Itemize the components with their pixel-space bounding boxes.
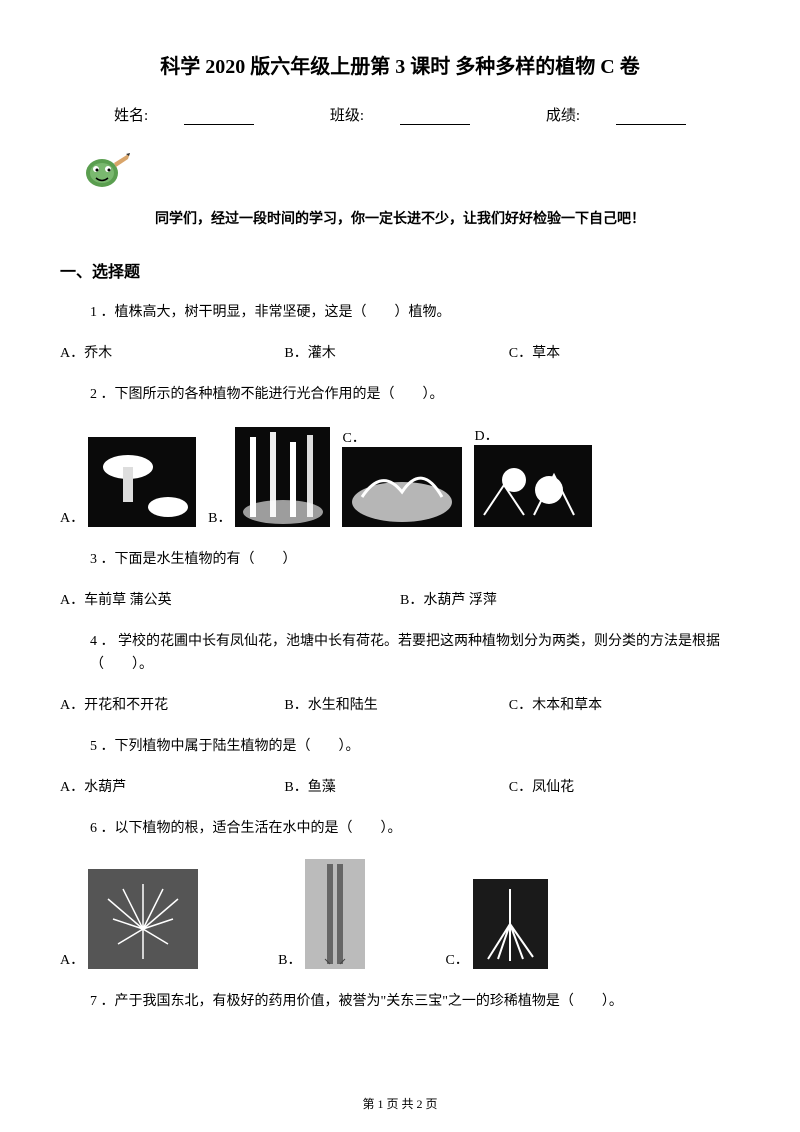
section-title-1: 一、选择题 [60,258,740,282]
question-7: 7 ．产于我国东北，有极好的药用价值，被誉为"关东三宝"之一的珍稀植物是（ ）。 [60,991,740,1013]
q3-option-b: B．水葫芦 浮萍 [400,589,740,609]
q6-image-c: C． [445,879,547,969]
q3-option-a: A．车前草 蒲公英 [60,589,400,609]
q2-label-d: D． [474,425,498,445]
q2-image-d: D． [474,425,592,527]
page-footer: 第 1 页 共 2 页 [0,1095,800,1112]
q2-image-b: B． [208,427,330,527]
q6-image-b: B． [278,859,365,969]
name-label: 姓名: [96,108,272,124]
question-3: 3 ．下面是水生植物的有（ ） [60,549,740,571]
q2-image-a: A． [60,437,196,527]
intro-text: 同学们，经过一段时间的学习，你一定长进不少，让我们好好检验一下自己吧！ [60,208,740,228]
page-title: 科学 2020 版六年级上册第 3 课时 多种多样的植物 C 卷 [60,50,740,79]
q6-img-c [473,879,548,969]
question-6-images: A． B． C． [60,859,740,969]
question-2-images: A． B． C． D． [60,425,740,527]
q2-image-c: C． [342,427,462,527]
q4-option-a: A．开花和不开花 [60,694,284,714]
q2-img-c [342,447,462,527]
question-5: 5 ．下列植物中属于陆生植物的是（ ）。 [60,736,740,758]
class-label: 班级: [312,108,488,124]
question-1: 1 ．植株高大，树干明显，非常坚硬，这是（ ）植物。 [60,302,740,324]
question-5-options: A．水葫芦 B．鱼藻 C．凤仙花 [60,776,740,796]
q1-option-a: A．乔木 [60,342,284,362]
q2-img-b [235,427,330,527]
score-label: 成绩: [528,108,704,124]
question-2: 2 ．下图所示的各种植物不能进行光合作用的是（ ）。 [60,384,740,406]
q6-label-b: B． [278,949,301,969]
q6-img-b [305,859,365,969]
q2-label-c: C． [342,427,365,447]
q5-option-a: A．水葫芦 [60,776,284,796]
q4-option-b: B．水生和陆生 [284,694,508,714]
name-blank[interactable] [184,109,254,125]
q2-img-d [474,445,592,527]
q6-image-a: A． [60,869,198,969]
q1-option-c: C．草本 [509,342,733,362]
score-blank[interactable] [616,109,686,125]
q6-label-c: C． [445,949,468,969]
class-blank[interactable] [400,109,470,125]
q6-img-a [88,869,198,969]
question-4-options: A．开花和不开花 B．水生和陆生 C．木本和草本 [60,694,740,714]
question-3-options: A．车前草 蒲公英 B．水葫芦 浮萍 [60,589,740,609]
q2-label-b: B． [208,507,231,527]
q5-option-b: B．鱼藻 [284,776,508,796]
q4-option-c: C．木本和草本 [509,694,733,714]
q5-option-c: C．凤仙花 [509,776,733,796]
pencil-icon [80,145,740,198]
q6-label-a: A． [60,949,84,969]
q1-option-b: B．灌木 [284,342,508,362]
question-6: 6 ．以下植物的根，适合生活在水中的是（ ）。 [60,818,740,840]
q2-img-a [88,437,196,527]
q2-label-a: A． [60,507,84,527]
question-1-options: A．乔木 B．灌木 C．草本 [60,342,740,362]
info-row: 姓名: 班级: 成绩: [60,104,740,125]
question-4: 4 ． 学校的花圃中长有凤仙花，池塘中长有荷花。若要把这两种植物划分为两类，则分… [60,631,740,676]
